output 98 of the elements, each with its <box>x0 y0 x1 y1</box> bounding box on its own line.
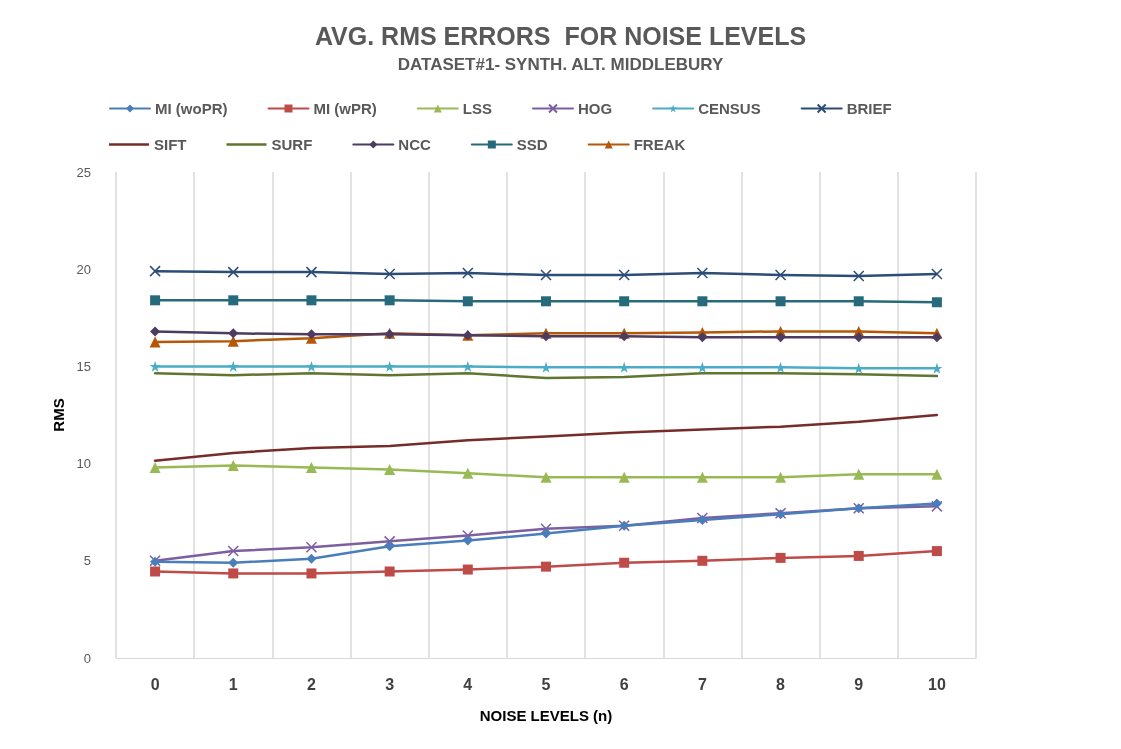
point <box>462 564 473 575</box>
x-tick-label: 10 <box>928 675 946 693</box>
legend-label: MI (woPR) <box>155 100 228 117</box>
point <box>541 561 551 572</box>
x-tick-label: 7 <box>697 675 707 693</box>
x-tick-label: 2 <box>307 675 316 693</box>
point <box>931 500 943 513</box>
point <box>540 522 552 535</box>
legend-label: HOG <box>577 100 613 117</box>
point <box>697 296 708 307</box>
point <box>774 269 787 281</box>
point <box>227 266 240 278</box>
point <box>696 471 708 483</box>
point <box>305 360 317 372</box>
x-tick-label: 9 <box>854 675 864 693</box>
legend-label: SURF <box>271 136 313 153</box>
point <box>541 528 551 539</box>
legend-label: SSD <box>516 136 548 153</box>
point <box>228 295 239 306</box>
point <box>541 331 551 342</box>
point <box>384 463 396 475</box>
point <box>149 461 161 473</box>
chart-subtitle: DATASET#1- SYNTH. ALT. MIDDLEBURY <box>397 55 724 74</box>
x-tick-label: 5 <box>541 675 551 693</box>
point <box>931 468 943 480</box>
point <box>540 471 552 483</box>
point <box>541 296 551 307</box>
point <box>619 296 630 307</box>
point <box>305 541 318 553</box>
point <box>853 332 864 343</box>
point <box>227 360 239 372</box>
point <box>931 297 942 308</box>
point <box>618 269 630 281</box>
legend-label: CENSUS <box>698 100 761 117</box>
point <box>149 336 161 348</box>
y-tick-label: 20 <box>76 261 91 277</box>
point <box>305 461 317 473</box>
point <box>697 332 708 343</box>
point <box>462 296 473 307</box>
point <box>384 295 395 306</box>
legend-label: MI (wPR) <box>313 100 377 117</box>
point <box>150 566 161 577</box>
point <box>149 360 161 372</box>
point <box>384 566 395 577</box>
point <box>306 295 317 306</box>
point <box>384 541 395 552</box>
x-tick-label: 0 <box>150 675 160 693</box>
point <box>618 471 630 483</box>
point <box>775 296 786 307</box>
point <box>305 266 318 278</box>
point <box>227 545 240 557</box>
point <box>462 267 474 279</box>
point <box>853 468 865 480</box>
y-tick-label: 0 <box>83 650 91 666</box>
point <box>462 360 474 372</box>
point <box>228 568 239 579</box>
x-tick-label: 1 <box>228 675 238 693</box>
point <box>306 329 317 340</box>
point <box>775 471 787 483</box>
point <box>228 557 239 568</box>
point <box>696 267 709 279</box>
y-tick-label: 15 <box>76 358 91 374</box>
point <box>540 269 552 281</box>
point <box>228 328 239 339</box>
point <box>931 546 942 557</box>
point <box>150 295 161 306</box>
x-tick-label: 8 <box>776 675 786 693</box>
y-tick-label: 5 <box>83 553 91 569</box>
point <box>853 550 864 561</box>
point <box>383 268 396 280</box>
point <box>150 326 161 337</box>
x-tick-label: 3 <box>385 675 395 693</box>
point <box>149 265 161 277</box>
chart-title: AVG. RMS ERRORS FOR NOISE LEVELS <box>314 21 807 50</box>
point <box>462 467 474 479</box>
x-tick-label: 4 <box>463 675 473 693</box>
y-tick-label: 25 <box>76 164 91 180</box>
x-tick-label: 6 <box>619 675 629 693</box>
point <box>619 557 630 568</box>
point <box>931 268 943 280</box>
legend-label: NCC <box>398 136 431 153</box>
legend-label: LSS <box>462 100 492 117</box>
y-tick-label: 10 <box>76 456 91 472</box>
point <box>384 360 396 372</box>
point <box>697 555 708 566</box>
point <box>775 332 786 343</box>
point <box>853 296 864 307</box>
point <box>852 270 865 282</box>
x-axis-title: NOISE LEVELS (n) <box>479 707 613 724</box>
y-axis-title: RMS <box>49 398 67 432</box>
point <box>227 460 239 472</box>
point <box>462 535 473 546</box>
legend-label: FREAK <box>633 136 686 153</box>
point <box>775 552 786 563</box>
point <box>306 553 317 564</box>
point <box>306 568 317 579</box>
legend-label: BRIEF <box>846 100 892 117</box>
legend-label: SIFT <box>154 136 187 153</box>
